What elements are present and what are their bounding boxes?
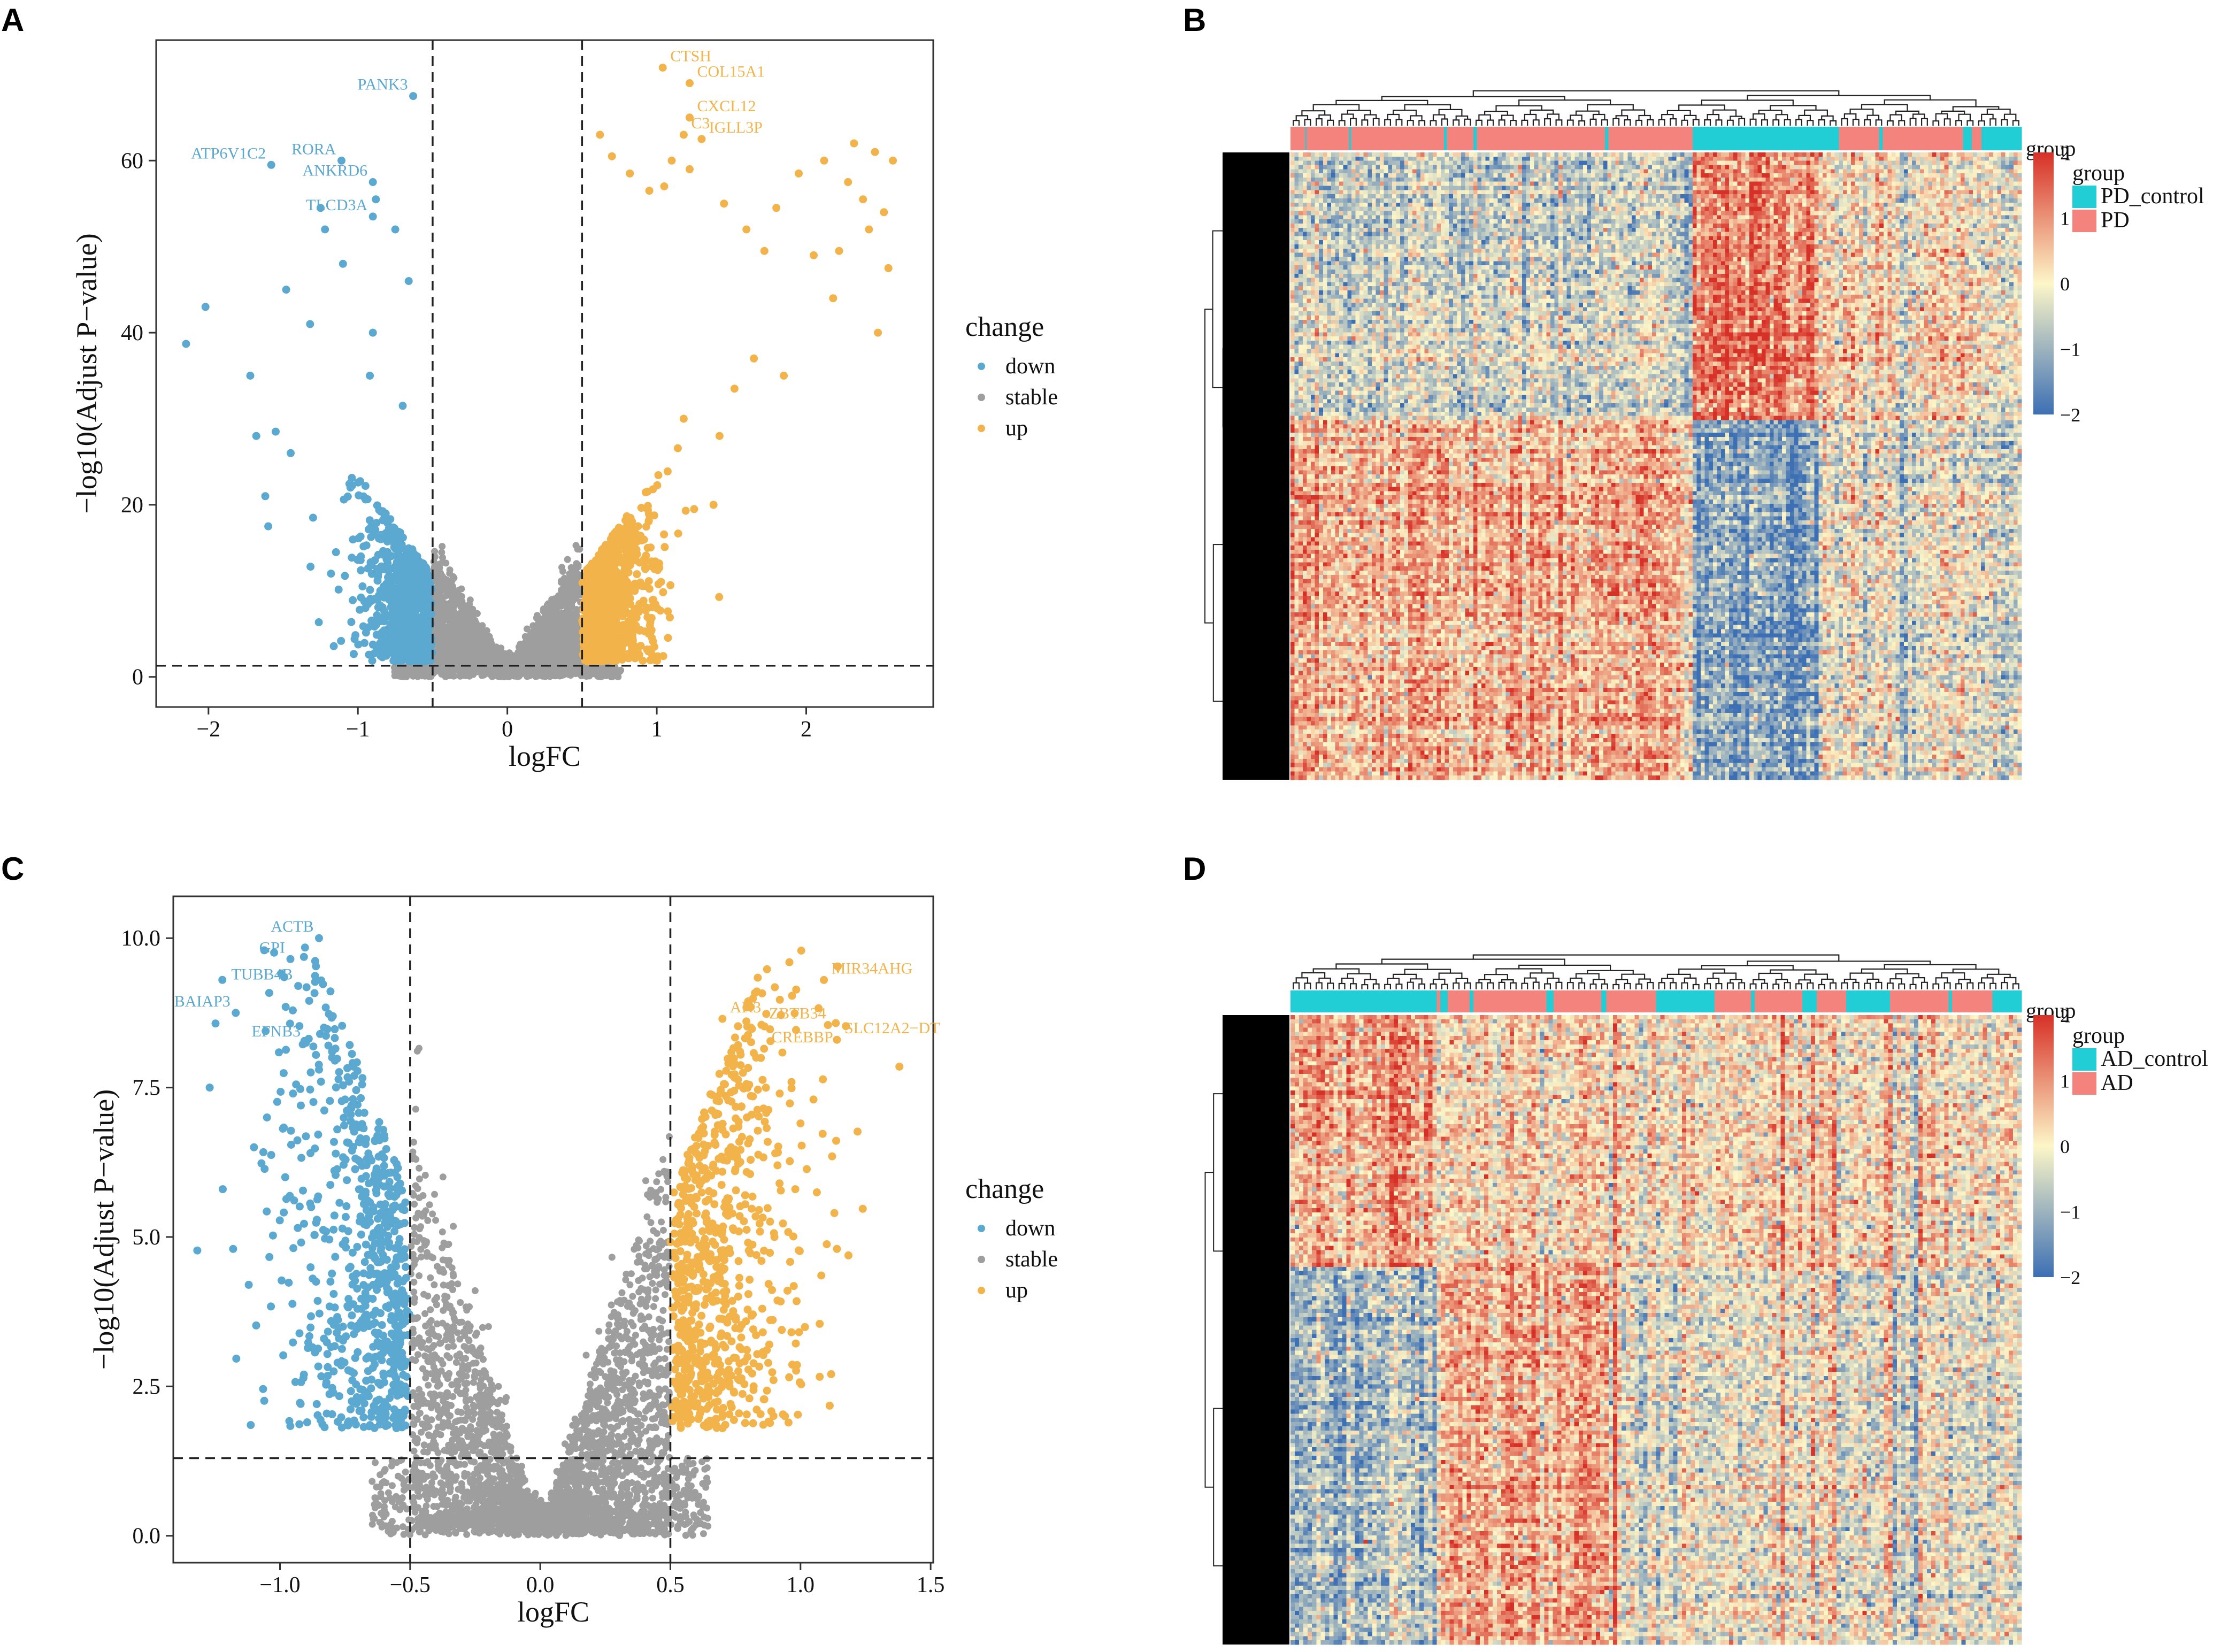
panel-label-d: D	[1183, 851, 1206, 887]
data-point-stable	[458, 586, 465, 593]
data-points	[182, 64, 897, 680]
volcano-plot-a: PANK3RORAANKRD6ATP6V1C2TLCD3ACTSHCOL15A1…	[71, 40, 1058, 772]
panel-label-a: A	[1, 2, 24, 38]
figure-canvas: A B C D PANK3RORAANKRD6ATP6V1C2TLCD3ACTS…	[0, 0, 2228, 1652]
panel-label-c: C	[1, 851, 24, 887]
panel-label-b: B	[1183, 2, 1206, 38]
data-point-stable	[438, 549, 445, 556]
